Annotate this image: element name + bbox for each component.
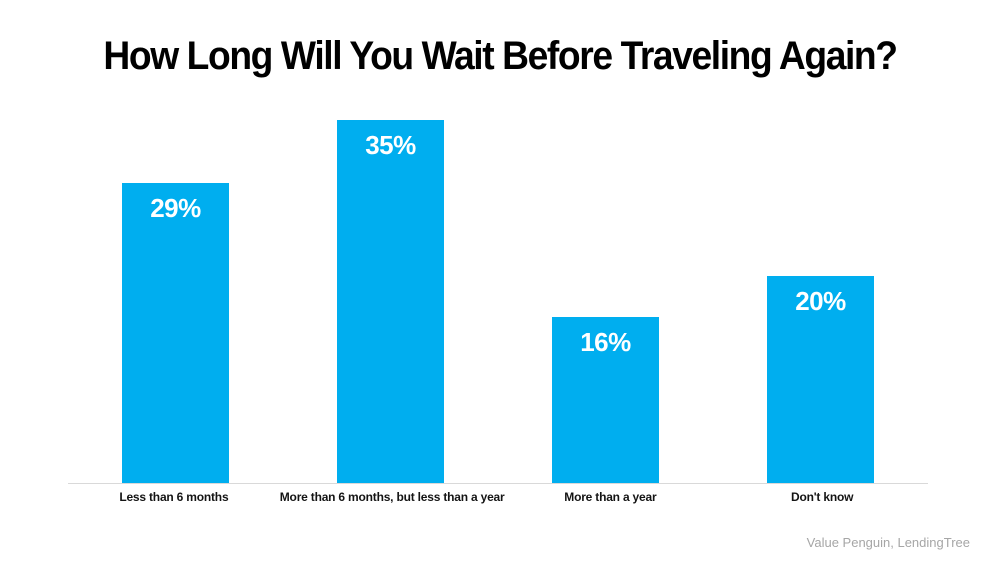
bar-value-label: 29% xyxy=(150,193,201,223)
category-label: More than a year xyxy=(564,490,657,504)
category-label: Less than 6 months xyxy=(119,490,229,504)
bar-3: 16% xyxy=(551,317,660,483)
chart-title: How Long Will You Wait Before Traveling … xyxy=(103,34,898,78)
bar-slot: 35% xyxy=(283,110,498,483)
category-label: Don't know xyxy=(791,490,854,504)
x-axis-category-labels: Less than 6 months More than 6 months, bu… xyxy=(68,490,928,504)
bar-chart-plot-area: 29% 35% 16% 20% xyxy=(68,110,928,483)
bar-slot: 20% xyxy=(713,110,928,483)
source-attribution: Value Penguin, LendingTree xyxy=(806,535,970,550)
bar-2: 35% xyxy=(336,120,445,483)
bar-slot: 16% xyxy=(498,110,713,483)
category-label: More than 6 months, but less than a year xyxy=(279,490,505,504)
bar-1: 29% xyxy=(121,183,230,483)
bar-value-label: 16% xyxy=(580,327,631,357)
bar-value-label: 35% xyxy=(365,130,416,160)
bar-slot: 29% xyxy=(68,110,283,483)
bar-value-label: 20% xyxy=(795,286,846,316)
x-axis-line xyxy=(68,483,928,484)
bar-4: 20% xyxy=(766,276,875,483)
